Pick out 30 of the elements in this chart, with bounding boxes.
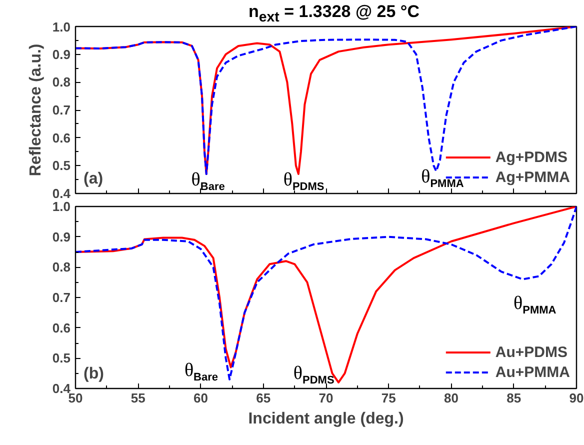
x-tick-label: 55 <box>130 390 146 406</box>
x-tick-label: 90 <box>569 390 584 406</box>
y-tick-label: 1.0 <box>52 20 71 34</box>
legend-label: Au+PDMS <box>495 344 568 360</box>
legend-label: Ag+PDMS <box>495 148 568 166</box>
x-tick-label: 85 <box>506 390 522 406</box>
y-axis-title: Reflectance (a.u.) <box>27 44 44 176</box>
y-tick-label: 1.0 <box>52 199 71 214</box>
chart-title: n$_{ext}$ = 1.3328 @ 25 °C <box>248 1 420 28</box>
x-tick-label: 80 <box>444 390 458 406</box>
y-tick-label: 0.8 <box>52 260 71 275</box>
annotation: (b) <box>84 366 104 382</box>
y-tick-label: 0.6 <box>52 320 71 336</box>
x-tick-label: 60 <box>194 390 208 406</box>
y-tick-label: 0.4 <box>52 186 72 201</box>
x-axis-title: Incident angle (deg.) <box>248 410 404 428</box>
y-tick-label: 0.9 <box>52 46 71 62</box>
annotation: (a) <box>84 170 104 188</box>
x-tick-label: 70 <box>318 390 334 406</box>
legend-label: Ag+PMMA <box>495 168 570 186</box>
x-tick-label: 75 <box>381 390 396 406</box>
y-tick-label: 0.7 <box>52 290 71 305</box>
y-tick-label: 0.6 <box>52 130 71 146</box>
x-tick-label: 65 <box>256 390 271 406</box>
y-tick-label: 0.5 <box>52 350 71 366</box>
y-tick-label: 0.8 <box>52 74 71 90</box>
legend-label: Au+PMMA <box>495 364 570 380</box>
y-tick-label: 0.7 <box>52 102 71 118</box>
y-tick-label: 0.5 <box>52 158 71 174</box>
y-tick-label: 0.9 <box>52 229 71 244</box>
